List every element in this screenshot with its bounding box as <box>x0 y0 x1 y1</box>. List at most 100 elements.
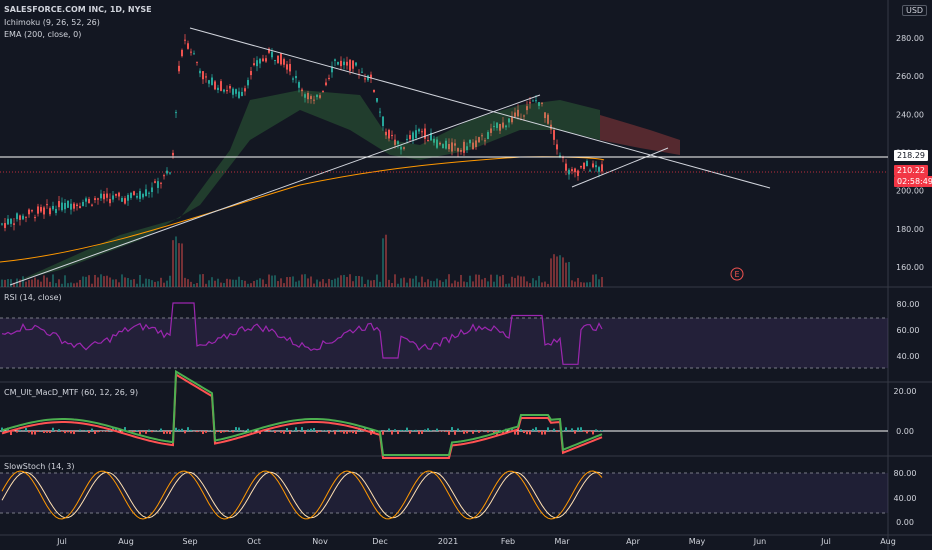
macd-hist-bar <box>601 430 603 431</box>
candle-body <box>211 77 213 85</box>
candle-body <box>490 128 492 133</box>
volume-bar <box>52 274 54 287</box>
volume-bar <box>253 280 255 287</box>
candle-body <box>91 204 93 206</box>
volume-bar <box>583 282 585 287</box>
volume-bar <box>199 274 201 287</box>
volume-bar <box>550 258 552 287</box>
candle-body <box>85 198 87 202</box>
volume-bar <box>439 280 441 287</box>
macd-line <box>1 369 603 456</box>
candle-body <box>388 129 390 139</box>
volume-bar <box>448 274 450 287</box>
candle-body <box>232 88 234 95</box>
volume-bar <box>559 255 561 287</box>
macd-hist-bar <box>259 431 261 435</box>
candle-body <box>109 198 111 204</box>
candle-body <box>40 207 42 212</box>
macd-hist-bar <box>340 431 342 433</box>
macd-hist-bar <box>274 431 276 433</box>
candle-body <box>331 66 333 73</box>
candle-body <box>550 124 552 130</box>
candle-body <box>589 170 591 172</box>
candle-body <box>7 218 9 225</box>
volume-bar <box>169 275 171 287</box>
candle-body <box>556 144 558 150</box>
macd-hist-bar <box>310 428 312 431</box>
candle-body <box>565 163 567 171</box>
candle-body <box>37 206 39 214</box>
candle-body <box>70 203 72 210</box>
macd-hist-bar <box>124 427 126 431</box>
candle-body <box>82 201 84 207</box>
volume-bar <box>412 278 414 287</box>
candle-body <box>451 142 453 152</box>
macd-hist-bar <box>565 427 567 431</box>
volume-bar <box>103 276 105 287</box>
volume-bar <box>598 279 600 287</box>
candle-body <box>226 90 228 92</box>
volume-bar <box>76 282 78 287</box>
price-tick-0: 280.00 <box>896 34 924 43</box>
candle-body <box>97 198 99 200</box>
candle-body <box>208 80 210 84</box>
volume-bar <box>217 278 219 287</box>
volume-bar <box>427 279 429 287</box>
price-tick-6: 160.00 <box>896 263 924 272</box>
macd-hist-bar <box>487 431 489 433</box>
currency-badge[interactable]: USD <box>902 5 928 16</box>
volume-bar <box>148 279 150 287</box>
macd-hist-bar <box>514 431 516 435</box>
macd-hist-bar <box>364 427 366 431</box>
macd-hist-bar <box>301 427 303 431</box>
candle-body <box>508 118 510 123</box>
volume-bar <box>322 279 324 287</box>
time-tick-nov-4: Nov <box>312 537 328 546</box>
macd-hist-bar <box>283 431 285 434</box>
macd-hist-bar <box>562 430 564 431</box>
candle-body <box>112 195 114 200</box>
candle-body <box>391 135 393 137</box>
volume-bar <box>298 280 300 287</box>
macd-hist-bar <box>583 431 585 432</box>
macd-hist-bar <box>424 429 426 431</box>
macd-hist-bar <box>397 431 399 435</box>
volume-bar <box>466 282 468 287</box>
rsi-label: RSI (14, close) <box>4 293 62 302</box>
candle-body <box>199 70 201 74</box>
volume-bar <box>133 279 135 287</box>
macd-hist-bar <box>472 431 474 434</box>
volume-bar <box>196 283 198 287</box>
candle-body <box>421 131 423 133</box>
volume-bar <box>211 277 213 287</box>
volume-bar <box>292 276 294 287</box>
volume-bar <box>433 281 435 287</box>
candle-body <box>244 88 246 92</box>
candle-body <box>259 58 261 64</box>
candle-body <box>205 76 207 78</box>
trendline-wedge <box>571 147 669 188</box>
macd-hist-bar <box>34 431 36 435</box>
volume-bar <box>382 238 384 287</box>
volume-bar <box>415 275 417 287</box>
stoch-tick-1: 40.00 <box>894 494 917 503</box>
volume-bar <box>520 276 522 287</box>
volume-bar <box>49 281 51 287</box>
macd-hist-bar <box>196 431 198 433</box>
volume-bar <box>202 274 204 287</box>
macd-hist-bar <box>211 430 213 431</box>
macd-hist-bar <box>280 431 282 433</box>
candle-body <box>337 61 339 65</box>
volume-bar <box>421 276 423 287</box>
macd-hist-bar <box>589 431 591 432</box>
volume-bar <box>511 276 513 287</box>
candle-body <box>535 100 537 102</box>
volume-bar <box>226 278 228 287</box>
macd-hist-bar <box>130 431 132 432</box>
candle-body <box>343 61 345 66</box>
candle-body <box>457 148 459 152</box>
volume-bar <box>250 283 252 287</box>
candle-body <box>472 142 474 150</box>
candle-body <box>223 89 225 92</box>
